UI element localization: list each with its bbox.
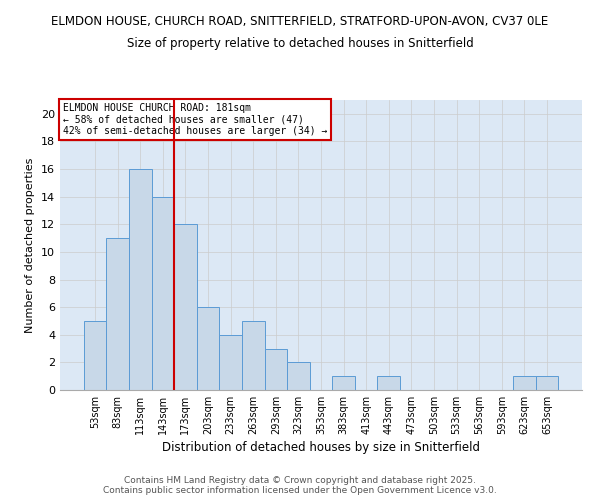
Bar	[536, 376, 558, 390]
Bar	[513, 376, 536, 390]
Bar	[220, 335, 242, 390]
Text: Size of property relative to detached houses in Snitterfield: Size of property relative to detached ho…	[127, 38, 473, 51]
Y-axis label: Number of detached properties: Number of detached properties	[25, 158, 35, 332]
Bar	[332, 376, 355, 390]
Bar	[106, 238, 129, 390]
Bar	[174, 224, 197, 390]
Bar	[377, 376, 400, 390]
Text: ELMDON HOUSE CHURCH ROAD: 181sqm
← 58% of detached houses are smaller (47)
42% o: ELMDON HOUSE CHURCH ROAD: 181sqm ← 58% o…	[63, 103, 327, 136]
Bar	[129, 169, 152, 390]
Bar	[287, 362, 310, 390]
Text: Contains HM Land Registry data © Crown copyright and database right 2025.
Contai: Contains HM Land Registry data © Crown c…	[103, 476, 497, 495]
Bar	[84, 321, 106, 390]
Bar	[265, 348, 287, 390]
Bar	[242, 321, 265, 390]
Bar	[197, 307, 220, 390]
X-axis label: Distribution of detached houses by size in Snitterfield: Distribution of detached houses by size …	[162, 441, 480, 454]
Bar	[152, 196, 174, 390]
Text: ELMDON HOUSE, CHURCH ROAD, SNITTERFIELD, STRATFORD-UPON-AVON, CV37 0LE: ELMDON HOUSE, CHURCH ROAD, SNITTERFIELD,…	[52, 15, 548, 28]
